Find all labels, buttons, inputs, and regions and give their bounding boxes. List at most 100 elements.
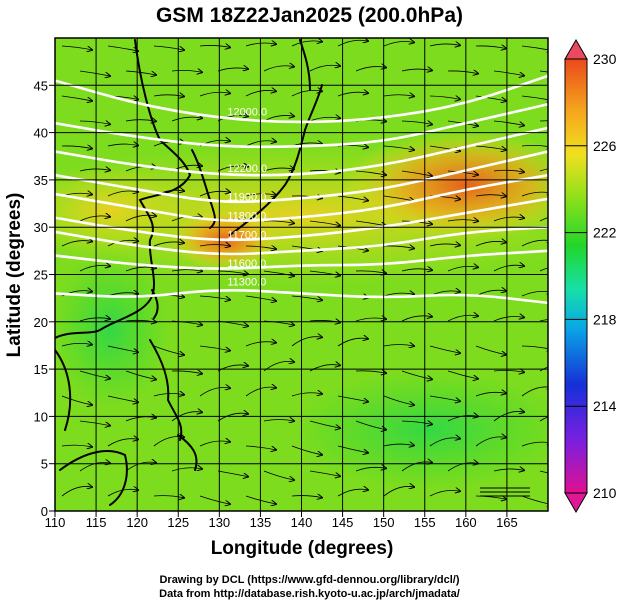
colorbar-tick-label: 226: [593, 138, 617, 154]
streamline-arrow: [429, 96, 460, 99]
streamline-arrow: [153, 496, 184, 498]
streamline-arrow: [199, 345, 230, 351]
streamline-arrow: [245, 43, 276, 46]
streamline-arrow: [245, 342, 276, 347]
x-axis-label: Longitude (degrees): [211, 538, 394, 559]
streamline-arrow: [401, 421, 432, 424]
streamline-arrow: [263, 420, 294, 422]
x-tick-label: 160: [455, 515, 477, 530]
streamline-arrow: [383, 145, 414, 150]
streamline-arrow: [309, 117, 340, 122]
colorbar-tick-label: 218: [593, 311, 617, 327]
streamline-arrow: [309, 220, 340, 226]
streamline-arrow: [447, 71, 478, 74]
streamline-arrow: [521, 45, 548, 51]
dark-arrow-cluster: [480, 487, 530, 497]
y-tick-label: 15: [34, 362, 48, 377]
warm-spot-west: [55, 165, 200, 255]
streamline-arrow: [493, 265, 524, 272]
height-contour-line: [55, 74, 548, 124]
streamline-arrow: [291, 41, 322, 47]
credit-data-source: Data from http://database.rish.kyoto-u.a…: [159, 588, 460, 600]
streamline-arrow: [171, 70, 202, 72]
y-tick-label: 40: [34, 126, 48, 141]
streamline-arrow: [79, 370, 110, 379]
streamline-arrow: [383, 95, 414, 97]
streamline-arrow: [171, 412, 202, 422]
streamline-arrow: [107, 345, 138, 352]
y-tick-label: 5: [41, 457, 48, 472]
streamline-arrow: [493, 120, 524, 125]
streamline-arrow: [263, 320, 294, 325]
streamline-arrow: [475, 392, 506, 397]
x-tick-label: 140: [291, 515, 313, 530]
streamline-arrow: [171, 468, 202, 472]
streamline-arrow: [79, 420, 110, 426]
streamline-arrow: [263, 270, 294, 276]
x-tick-label: 125: [167, 515, 189, 530]
x-tick-label: 165: [496, 515, 518, 530]
streamline-arrow: [291, 393, 322, 397]
streamline-arrow: [245, 387, 276, 397]
streamline-arrow: [309, 470, 340, 476]
streamline-arrow: [429, 395, 460, 401]
streamline-arrow: [401, 370, 432, 379]
streamline-arrow: [61, 445, 92, 447]
taiwan-coast: [151, 289, 159, 319]
streamline-arrow: [521, 95, 548, 100]
streamline-arrow: [153, 242, 184, 247]
streamline-arrow: [217, 115, 248, 122]
streamline-arrow: [337, 40, 368, 47]
streamline-arrow: [493, 469, 524, 471]
streamline-arrow: [309, 365, 340, 372]
streamline-arrow: [539, 70, 548, 73]
streamline-arrow: [447, 266, 478, 272]
streamline-arrow: [383, 293, 414, 296]
colorbar-gradient: [564, 58, 588, 494]
streamline-arrow: [171, 270, 202, 272]
streamline-arrow: [199, 45, 230, 47]
streamline-arrow: [107, 240, 138, 247]
streamline-arrow: [217, 166, 248, 172]
colorbar-tick-label: 210: [593, 485, 617, 501]
streamline-arrow: [125, 370, 156, 379]
x-tick-label: 115: [86, 515, 107, 530]
streamline-arrow: [475, 496, 506, 499]
streamline-arrow: [153, 345, 184, 355]
streamline-arrow: [171, 371, 202, 374]
x-axis-ticks: 110 115 120 125 130 135 140 145 150 155 160 165: [45, 511, 518, 530]
streamline-arrow: [107, 395, 138, 402]
streamline-arrow: [401, 121, 432, 124]
streamline-arrow: [401, 316, 432, 322]
streamline-arrow: [383, 444, 414, 446]
streamline-arrow: [79, 70, 110, 76]
height-contour-label: 11700.0: [227, 229, 266, 241]
streamline-arrow: [125, 120, 156, 122]
streamline-arrow: [493, 170, 524, 172]
height-contour-line: [55, 249, 548, 270]
streamline-arrow: [539, 120, 548, 122]
streamline-arrow: [79, 216, 110, 222]
chart-title: GSM 18Z22Jan2025 (200.0hPa): [155, 4, 463, 27]
streamline-arrow: [61, 241, 92, 247]
streamline-arrow: [61, 45, 92, 50]
streamline-arrow: [199, 387, 230, 397]
streamline-arrow: [539, 319, 548, 322]
streamline-arrow: [291, 445, 322, 455]
streamline-arrow: [245, 194, 276, 196]
streamline-arrow: [447, 220, 478, 222]
streamline-arrow: [217, 470, 248, 477]
streamline-arrow: [245, 141, 276, 147]
streamline-arrow: [107, 191, 138, 197]
streamline-arrow: [401, 170, 432, 176]
streamline-arrow: [337, 445, 368, 453]
streamline-arrow: [61, 146, 92, 149]
colorbar: 210 214 218 222 226 230: [564, 39, 617, 513]
streamline-arrow: [401, 69, 432, 71]
streamline-arrow: [447, 315, 478, 322]
streamline-arrow: [199, 92, 230, 97]
y-tick-label: 35: [34, 173, 48, 188]
streamline-arrow: [475, 241, 506, 247]
streamline-arrow: [539, 416, 548, 422]
